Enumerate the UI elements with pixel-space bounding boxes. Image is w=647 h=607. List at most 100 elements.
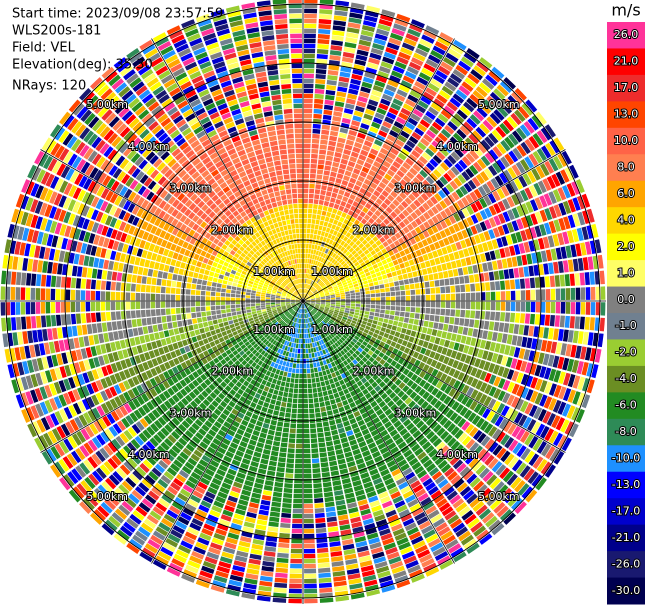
radar-gate <box>296 338 299 344</box>
radar-gate <box>442 143 453 154</box>
radar-gate <box>443 356 450 365</box>
radar-gate <box>406 66 419 76</box>
radar-gate <box>314 352 318 358</box>
radar-gate <box>368 217 375 225</box>
radar-gate <box>291 528 303 534</box>
radar-gate <box>307 383 312 389</box>
radar-gate <box>352 115 362 122</box>
radar-gate <box>303 188 309 194</box>
radar-gate <box>404 70 417 80</box>
radar-gate <box>362 255 368 261</box>
radar-gate <box>506 394 515 406</box>
radar-gate <box>450 309 456 317</box>
radar-gate <box>304 13 317 19</box>
radar-gate <box>393 207 402 215</box>
radar-gate <box>434 315 440 322</box>
radar-gate <box>340 298 346 301</box>
radar-gate <box>414 359 421 367</box>
radar-gate <box>436 330 443 338</box>
radar-gate <box>506 334 513 345</box>
radar-gate <box>316 245 321 251</box>
radar-gate <box>304 3 318 9</box>
radar-gate <box>412 163 422 172</box>
radar-gate <box>390 102 401 111</box>
radar-gate <box>443 197 452 207</box>
radar-gate <box>431 265 438 273</box>
radar-gate <box>387 152 397 160</box>
radar-gate <box>547 354 555 367</box>
radar-gate <box>312 254 316 260</box>
radar-gate <box>309 293 314 297</box>
radar-gate <box>379 284 385 289</box>
radar-gate <box>307 274 310 279</box>
radar-gate <box>259 504 270 511</box>
radar-gate <box>366 275 372 280</box>
radar-gate <box>303 378 307 384</box>
radar-gate <box>420 247 427 255</box>
radar-gate <box>339 234 345 240</box>
radar-gate <box>356 322 362 327</box>
radar-gate <box>305 301 311 303</box>
radar-gate <box>320 190 326 196</box>
radar-gate <box>263 386 270 392</box>
radar-gate <box>303 508 314 514</box>
radar-gate <box>304 8 318 14</box>
radar-gate <box>329 50 342 56</box>
radar-gate <box>298 393 303 399</box>
radar-gate <box>504 312 511 322</box>
radar-gate <box>575 287 581 300</box>
radar-gate <box>348 129 358 137</box>
radar-gate <box>475 369 483 379</box>
radar-gate <box>299 363 303 369</box>
radar-gate <box>287 453 295 459</box>
radar-gate <box>571 359 579 373</box>
radar-gate <box>394 18 409 28</box>
radar-gate <box>350 298 356 301</box>
radar-gate <box>304 288 306 294</box>
radar-gate <box>325 305 330 308</box>
radar-gate <box>390 301 396 306</box>
radar-gate <box>439 230 447 239</box>
radar-gate <box>487 165 498 177</box>
radar-gate <box>303 483 313 489</box>
radar-gate <box>325 266 330 272</box>
radar-gate <box>459 318 465 326</box>
radar-gate <box>520 301 526 312</box>
radar-gate <box>310 224 315 229</box>
radar-gate <box>493 376 501 387</box>
radar-gate <box>297 348 301 354</box>
radar-gate <box>396 89 408 98</box>
radar-gate <box>311 443 318 449</box>
radar-gate <box>375 301 381 305</box>
radar-gate <box>344 144 353 151</box>
radar-gate <box>485 311 491 320</box>
radar-gate <box>435 69 448 80</box>
radar-gate <box>367 186 375 194</box>
radar-gate <box>478 82 492 94</box>
radar-gate <box>295 368 300 374</box>
radar-gate <box>572 375 581 389</box>
radar-gate <box>308 269 312 274</box>
radar-gate <box>470 337 477 347</box>
radar-gate <box>595 286 601 300</box>
radar-gate <box>497 200 506 212</box>
radar-gate <box>354 59 367 67</box>
radar-gate <box>421 268 428 275</box>
radar-gate <box>500 156 510 168</box>
radar-gate <box>403 334 410 341</box>
radar-gate <box>408 278 414 284</box>
radar-gate <box>331 166 339 173</box>
radar-gate <box>291 352 295 358</box>
radar-gate <box>327 268 332 273</box>
radar-gate <box>394 315 400 321</box>
radar-gate <box>289 428 296 434</box>
radar-gate <box>466 97 478 109</box>
radar-gate <box>421 151 432 161</box>
radar-gate <box>330 424 337 431</box>
radar-gate <box>357 96 368 103</box>
radar-gate <box>345 139 355 146</box>
radar-gate <box>453 39 467 51</box>
radar-gate <box>353 219 360 226</box>
radar-gate <box>399 333 406 340</box>
radar-gate <box>392 247 399 254</box>
